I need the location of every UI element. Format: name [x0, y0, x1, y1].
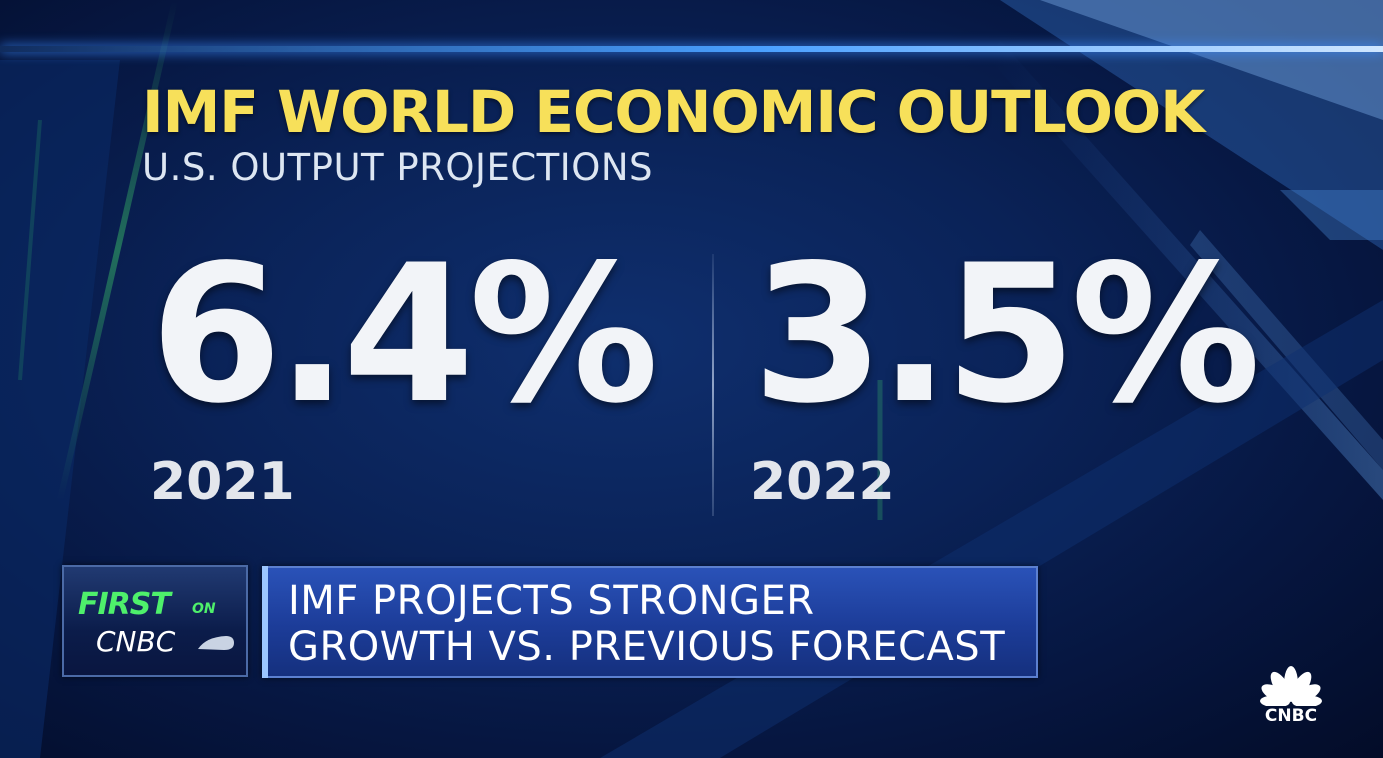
- ticker-accent-bar: [262, 566, 268, 678]
- stat-value-2022: 3.5%: [752, 224, 1261, 445]
- stat-year-2022: 2022: [750, 452, 895, 512]
- graphic-subtitle: U.S. OUTPUT PROJECTIONS: [142, 146, 653, 189]
- stat-value-2021: 6.4%: [150, 224, 659, 445]
- badge-on-text: ON: [192, 601, 216, 617]
- headline-line-1: IMF PROJECTS STRONGER: [288, 578, 815, 624]
- first-on-cnbc-badge: FIRST ON CNBC: [62, 565, 248, 677]
- graphic-title: IMF WORLD ECONOMIC OUTLOOK: [142, 78, 1205, 146]
- headline-ticker: IMF PROJECTS STRONGER GROWTH VS. PREVIOU…: [262, 566, 1038, 678]
- peacock-icon: [1260, 666, 1322, 708]
- logo-text: CNBC: [1264, 706, 1318, 726]
- badge-first-text: FIRST: [78, 587, 171, 622]
- stat-divider: [712, 254, 714, 516]
- stat-year-2021: 2021: [150, 452, 295, 512]
- swoosh-icon: [198, 636, 234, 650]
- badge-cnbc-text: CNBC: [96, 625, 176, 658]
- top-accent-bar: [0, 46, 1383, 52]
- cnbc-logo: CNBC: [1246, 654, 1336, 726]
- headline-line-2: GROWTH VS. PREVIOUS FORECAST: [288, 624, 1006, 670]
